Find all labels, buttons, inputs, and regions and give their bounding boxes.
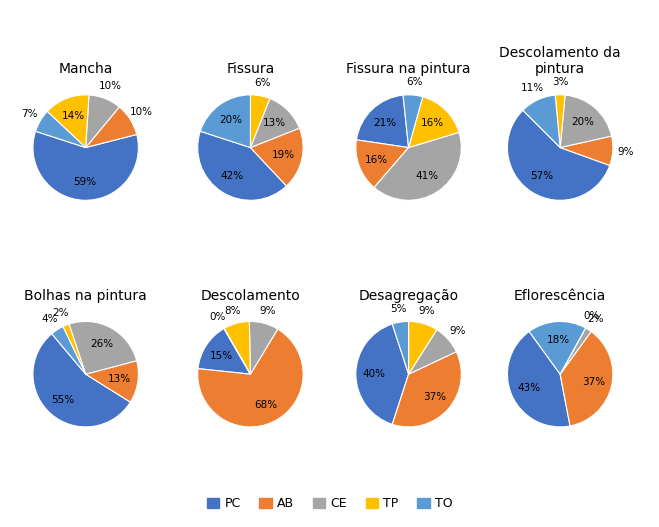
Wedge shape (560, 331, 613, 426)
Text: 13%: 13% (263, 119, 286, 129)
Text: 9%: 9% (259, 306, 275, 316)
Text: 20%: 20% (219, 115, 242, 125)
Text: 13%: 13% (108, 374, 131, 384)
Text: 6%: 6% (254, 78, 271, 88)
Wedge shape (529, 321, 586, 374)
Text: 14%: 14% (61, 111, 84, 121)
Wedge shape (357, 95, 409, 148)
Wedge shape (224, 321, 250, 374)
Wedge shape (86, 107, 136, 148)
Wedge shape (249, 321, 277, 374)
Text: 9%: 9% (449, 326, 467, 336)
Wedge shape (47, 95, 89, 148)
Text: 8%: 8% (225, 306, 241, 316)
Text: 41%: 41% (416, 171, 439, 181)
Wedge shape (250, 99, 299, 148)
Wedge shape (560, 328, 586, 374)
Text: 16%: 16% (365, 154, 388, 164)
Wedge shape (507, 110, 610, 200)
Wedge shape (200, 95, 250, 148)
Wedge shape (409, 330, 456, 374)
Text: 16%: 16% (421, 118, 444, 128)
Text: 2%: 2% (53, 308, 69, 318)
Text: 11%: 11% (521, 83, 544, 93)
Text: 5%: 5% (390, 304, 407, 314)
Text: 9%: 9% (418, 306, 435, 316)
Wedge shape (409, 97, 459, 148)
Title: Bolhas na pintura: Bolhas na pintura (24, 289, 147, 303)
Text: 26%: 26% (90, 339, 113, 349)
Wedge shape (560, 328, 591, 374)
Wedge shape (250, 95, 270, 148)
Wedge shape (86, 360, 138, 402)
Text: 20%: 20% (571, 117, 594, 127)
Title: Mancha: Mancha (59, 63, 113, 76)
Wedge shape (356, 140, 409, 188)
Text: 10%: 10% (130, 108, 153, 117)
Text: 42%: 42% (221, 171, 244, 181)
Wedge shape (86, 95, 119, 148)
Text: 57%: 57% (530, 171, 554, 181)
Wedge shape (356, 324, 409, 424)
Title: Eflorescência: Eflorescência (514, 289, 606, 303)
Wedge shape (374, 132, 461, 200)
Title: Fissura na pintura: Fissura na pintura (347, 63, 471, 76)
Wedge shape (555, 95, 565, 148)
Wedge shape (392, 321, 409, 374)
Text: 15%: 15% (210, 350, 233, 360)
Wedge shape (33, 334, 130, 427)
Wedge shape (33, 131, 138, 200)
Wedge shape (198, 328, 250, 374)
Text: 7%: 7% (20, 109, 37, 119)
Text: 55%: 55% (51, 395, 74, 405)
Wedge shape (560, 136, 613, 165)
Text: 6%: 6% (406, 77, 422, 87)
Wedge shape (560, 95, 612, 148)
Title: Descolamento da
pintura: Descolamento da pintura (500, 46, 621, 76)
Text: 59%: 59% (73, 177, 96, 187)
Wedge shape (250, 128, 303, 186)
Text: 10%: 10% (98, 81, 121, 91)
Wedge shape (403, 95, 423, 148)
Text: 37%: 37% (582, 377, 605, 387)
Wedge shape (523, 95, 560, 148)
Wedge shape (198, 329, 303, 427)
Text: 3%: 3% (552, 76, 569, 86)
Text: 68%: 68% (254, 400, 277, 410)
Title: Descolamento: Descolamento (200, 289, 301, 303)
Wedge shape (52, 327, 86, 374)
Text: 0%: 0% (584, 311, 600, 321)
Text: 18%: 18% (546, 335, 569, 345)
Wedge shape (392, 352, 461, 427)
Wedge shape (224, 328, 250, 374)
Legend: PC, AB, CE, TP, TO: PC, AB, CE, TP, TO (202, 492, 457, 515)
Text: 0%: 0% (210, 312, 225, 322)
Text: 40%: 40% (363, 369, 386, 379)
Text: 2%: 2% (587, 314, 604, 324)
Wedge shape (63, 324, 86, 374)
Text: 9%: 9% (617, 147, 634, 157)
Wedge shape (69, 321, 136, 374)
Wedge shape (36, 112, 86, 148)
Title: Desagregação: Desagregação (358, 289, 459, 303)
Text: 4%: 4% (42, 314, 58, 324)
Wedge shape (409, 321, 437, 374)
Text: 43%: 43% (517, 383, 540, 393)
Wedge shape (507, 331, 570, 427)
Text: 37%: 37% (422, 392, 446, 402)
Wedge shape (198, 131, 287, 200)
Title: Fissura: Fissura (226, 63, 275, 76)
Text: 21%: 21% (373, 118, 397, 128)
Text: 19%: 19% (272, 150, 295, 160)
